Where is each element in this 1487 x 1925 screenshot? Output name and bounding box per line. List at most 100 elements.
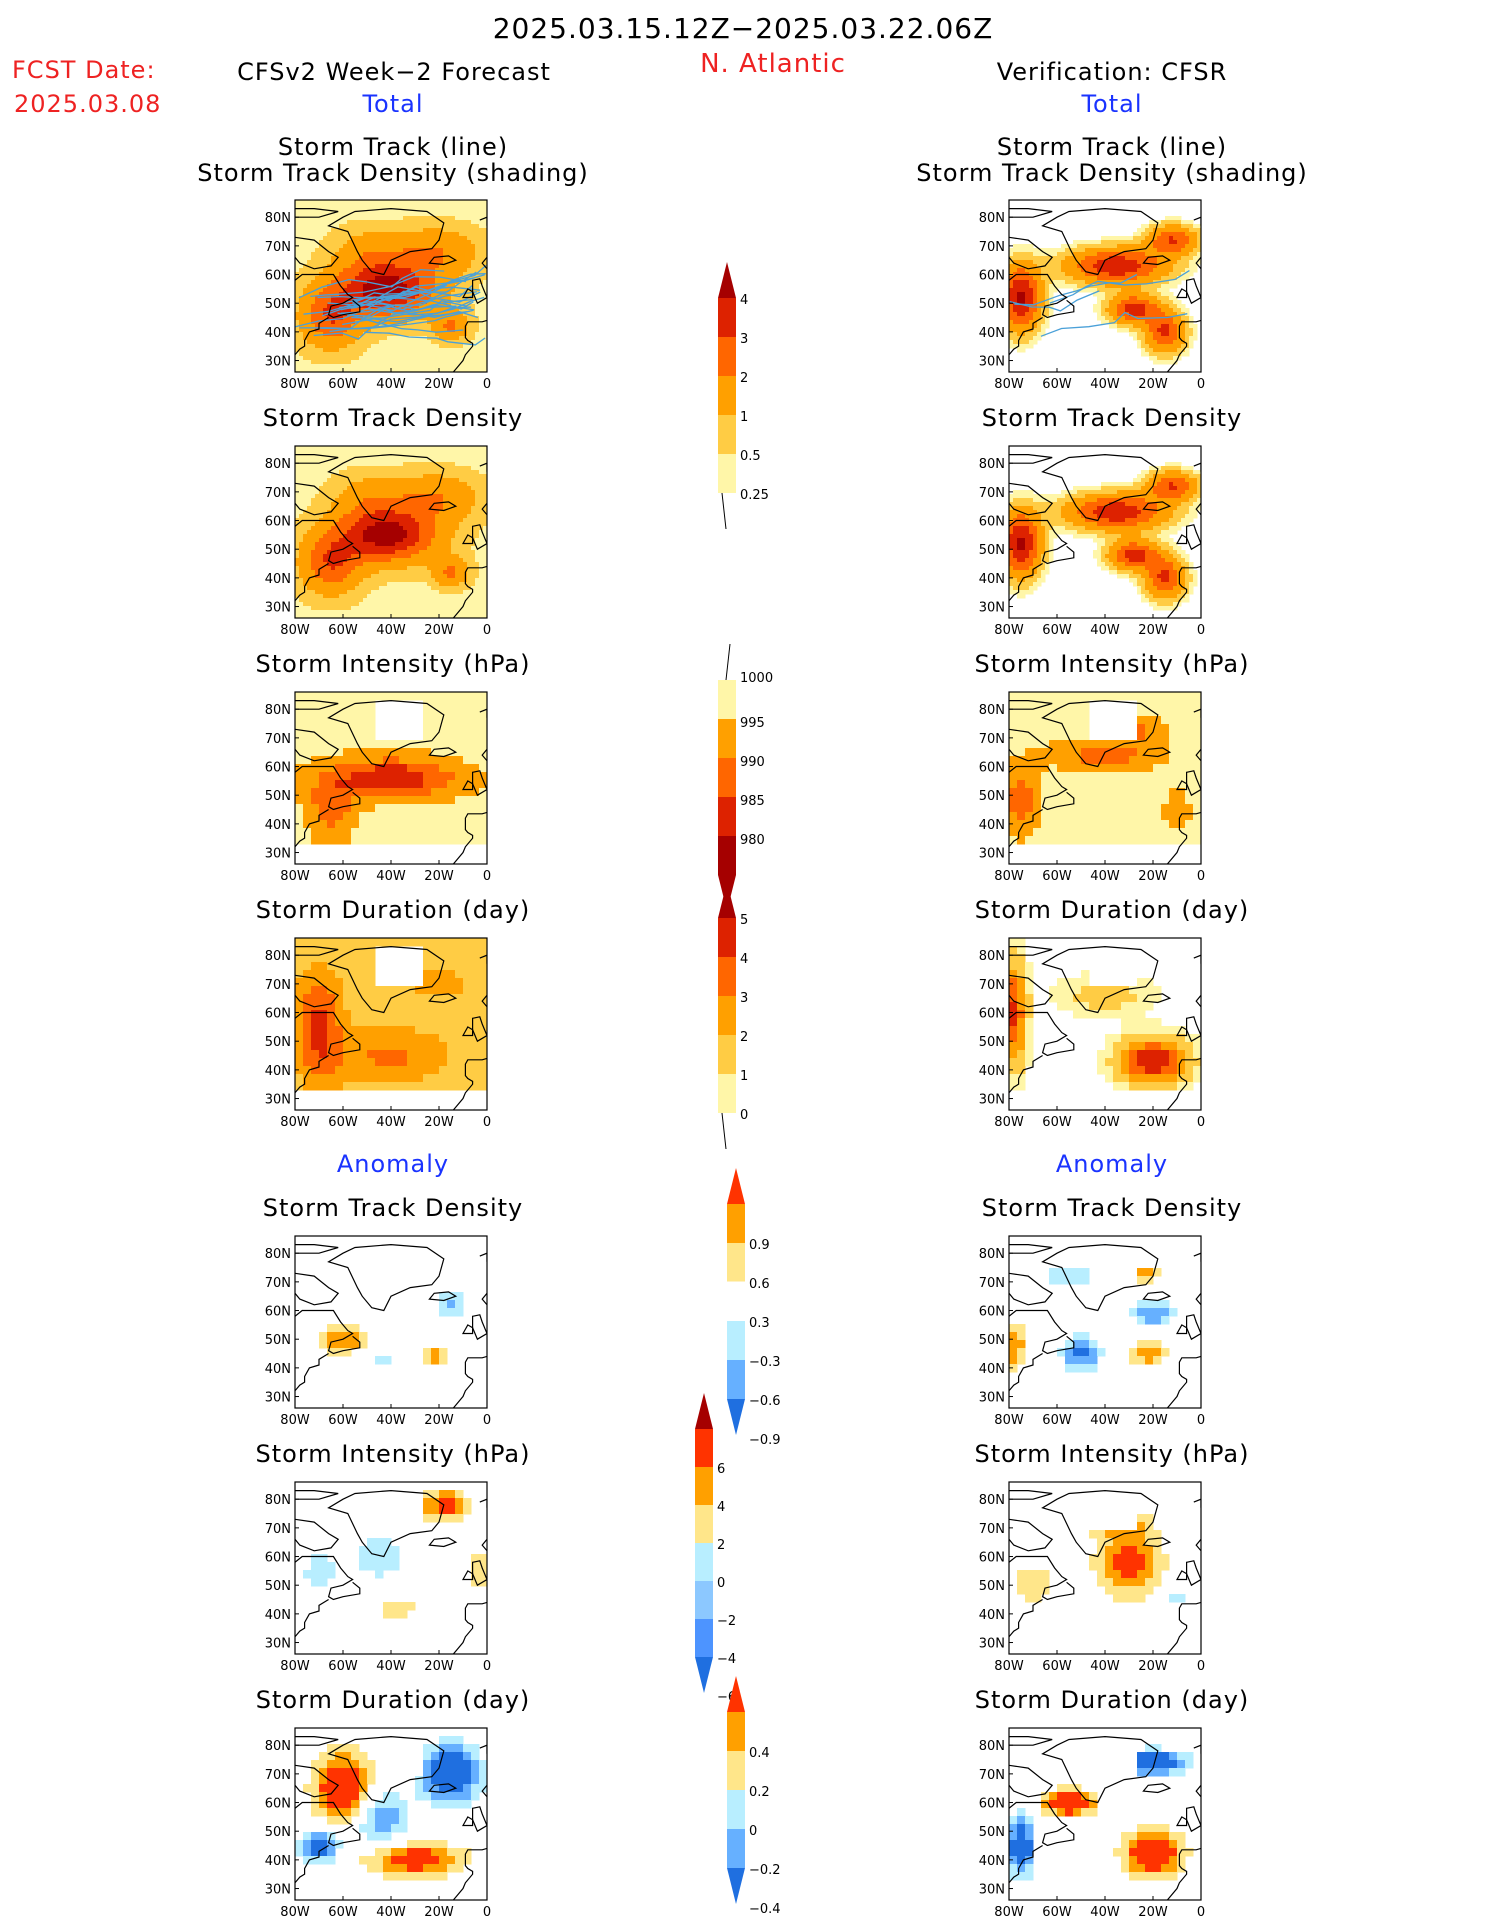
lon-tick-label: 20W xyxy=(424,377,454,392)
field-cell xyxy=(479,498,484,503)
field-cell xyxy=(399,232,404,237)
field-cell xyxy=(295,470,300,475)
field-cell xyxy=(295,538,300,543)
field-cell xyxy=(415,324,420,329)
field-cell xyxy=(479,470,484,475)
field-cell xyxy=(439,502,444,507)
field-cell xyxy=(327,344,332,349)
field-cell xyxy=(419,566,424,571)
field-cell xyxy=(435,356,440,361)
field-cell xyxy=(359,236,364,241)
field-cell xyxy=(439,550,444,555)
field-cell xyxy=(1013,248,1018,253)
field-cell xyxy=(419,454,424,459)
field-cell xyxy=(455,332,460,337)
field-cell xyxy=(1117,328,1122,333)
field-cell xyxy=(1037,268,1042,273)
field-cell xyxy=(387,582,392,587)
field-cell xyxy=(435,276,440,281)
field-cell xyxy=(339,232,344,237)
field-cell xyxy=(475,328,480,333)
field-cell xyxy=(339,486,344,491)
field-cell xyxy=(371,514,376,519)
field-cell xyxy=(391,554,396,559)
field-cell xyxy=(347,236,352,241)
field-cell xyxy=(459,364,464,369)
field-cell xyxy=(295,256,300,261)
field-cell xyxy=(1189,332,1194,337)
field-cell xyxy=(1061,248,1066,253)
field-cell xyxy=(483,498,487,503)
field-cell xyxy=(363,264,368,269)
field-cell xyxy=(1181,256,1186,261)
field-cell xyxy=(391,300,396,305)
field-cell xyxy=(439,336,444,341)
field-cell xyxy=(451,228,456,233)
field-cell xyxy=(315,232,320,237)
field-cell xyxy=(1025,288,1030,293)
field-cell xyxy=(1033,312,1038,317)
field-cell xyxy=(479,348,484,353)
field-cell xyxy=(339,240,344,245)
field-cell xyxy=(1073,252,1078,257)
field-cell xyxy=(471,260,476,265)
field-cell xyxy=(1173,248,1178,253)
field-cell xyxy=(303,304,308,309)
field-cell xyxy=(419,578,424,583)
field-cell xyxy=(443,212,448,217)
field-cell xyxy=(303,514,308,519)
field-cell xyxy=(335,538,340,543)
field-cell xyxy=(1125,292,1130,297)
field-cell xyxy=(1193,240,1198,245)
field-cell xyxy=(1077,276,1082,281)
field-cell xyxy=(399,224,404,229)
field-cell xyxy=(371,566,376,571)
field-cell xyxy=(379,474,384,479)
field-cell xyxy=(1141,304,1146,309)
field-cell xyxy=(1041,304,1046,309)
field-cell xyxy=(423,514,428,519)
field-cell xyxy=(443,224,448,229)
field-cell xyxy=(1069,268,1074,273)
field-cell xyxy=(407,352,412,357)
field-cell xyxy=(483,566,487,571)
lat-tick-label: 60N xyxy=(979,269,1005,284)
field-cell xyxy=(1157,252,1162,257)
field-cell xyxy=(327,478,332,483)
field-cell xyxy=(419,276,424,281)
field-cell xyxy=(427,446,432,451)
field-cell xyxy=(375,510,380,515)
field-cell xyxy=(451,450,456,455)
field-cell xyxy=(467,248,472,253)
field-cell xyxy=(435,324,440,329)
field-cell xyxy=(311,466,316,471)
field-cell xyxy=(1009,256,1014,261)
field-cell xyxy=(303,220,308,225)
field-cell xyxy=(363,324,368,329)
field-cell xyxy=(303,486,308,491)
field-cell xyxy=(347,316,352,321)
field-cell xyxy=(1021,244,1026,249)
field-cell xyxy=(1141,272,1146,277)
field-cell xyxy=(1177,356,1182,361)
field-cell xyxy=(395,284,400,289)
field-cell xyxy=(355,244,360,249)
field-cell xyxy=(319,216,324,221)
field-cell xyxy=(367,212,372,217)
field-cell xyxy=(391,538,396,543)
field-cell xyxy=(395,574,400,579)
field-cell xyxy=(1009,312,1014,317)
field-cell xyxy=(1149,320,1154,325)
field-cell xyxy=(339,324,344,329)
field-cell xyxy=(359,344,364,349)
field-cell xyxy=(383,578,388,583)
field-cell xyxy=(307,558,312,563)
field-cell xyxy=(1189,232,1194,237)
field-cell xyxy=(1045,280,1050,285)
field-cell xyxy=(391,462,396,467)
field-cell xyxy=(1041,280,1046,285)
storm-track-line xyxy=(340,305,457,314)
field-cell xyxy=(1141,232,1146,237)
field-cell xyxy=(415,252,420,257)
field-cell xyxy=(387,486,392,491)
